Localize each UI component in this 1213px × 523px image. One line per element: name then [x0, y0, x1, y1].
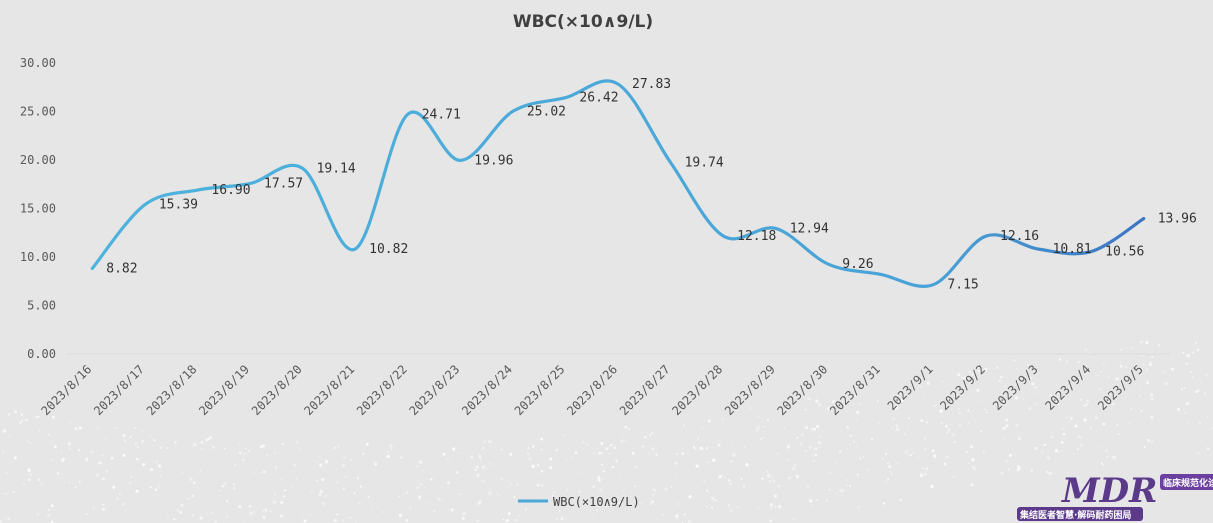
x-tick-label: 2023/8/23: [407, 362, 463, 418]
y-tick-label: 0.00: [27, 347, 56, 361]
x-tick-label: 2023/9/2: [937, 362, 988, 413]
data-labels: 8.82 15.39 16.90 17.57 19.14 10.82 24.71 19.96 2…: [106, 77, 1197, 293]
x-tick-label: 2023/8/25: [512, 362, 568, 418]
data-label: 15.39: [159, 198, 198, 213]
data-label: 10.81: [1053, 242, 1092, 257]
data-label: 8.82: [106, 261, 137, 276]
x-tick-label: 2023/8/21: [301, 362, 357, 418]
x-tick-label: 2023/8/24: [459, 362, 515, 418]
x-tick-label: 2023/9/3: [990, 362, 1041, 413]
x-tick-label: 2023/8/22: [354, 362, 410, 418]
data-label: 19.14: [317, 161, 356, 176]
x-tick-label: 2023/8/29: [722, 362, 778, 418]
data-label: 12.94: [790, 221, 829, 236]
data-label: 16.90: [211, 183, 250, 198]
y-tick-label: 10.00: [20, 250, 56, 264]
x-axis: 2023/8/162023/8/172023/8/182023/8/192023…: [39, 362, 1146, 418]
x-tick-label: 2023/9/5: [1095, 362, 1146, 413]
legend[interactable]: WBC(×10∧9/L): [518, 495, 640, 509]
y-tick-label: 30.00: [20, 56, 56, 70]
x-tick-label: 2023/8/16: [39, 362, 95, 418]
y-tick-label: 25.00: [20, 105, 56, 119]
y-tick-label: 15.00: [20, 202, 56, 216]
x-tick-label: 2023/8/19: [196, 362, 252, 418]
x-tick-label: 2023/8/20: [249, 362, 305, 418]
data-label: 13.96: [1158, 212, 1197, 227]
y-axis: 0.00 5.00 10.00 15.00 20.00 25.00 30.00: [20, 56, 56, 361]
data-label: 12.18: [737, 229, 776, 244]
data-label: 12.16: [1000, 229, 1039, 244]
x-tick-label: 2023/8/30: [775, 362, 831, 418]
logo-mdr: MDR: [1061, 471, 1157, 511]
data-label: 19.96: [474, 153, 513, 168]
data-label: 9.26: [842, 257, 873, 272]
x-tick-label: 2023/8/31: [827, 362, 883, 418]
y-tick-label: 20.00: [20, 153, 56, 167]
x-tick-label: 2023/8/17: [91, 362, 147, 418]
y-tick-label: 5.00: [27, 299, 56, 313]
x-tick-label: 2023/8/27: [617, 362, 673, 418]
data-label: 19.74: [685, 156, 724, 171]
data-label: 10.56: [1105, 245, 1144, 260]
watermark-logo: MDR 临床规范化诊 集结医者智慧·解码耐药困局: [1017, 471, 1213, 521]
x-tick-label: 2023/9/1: [885, 362, 936, 413]
data-label: 27.83: [632, 77, 671, 92]
x-tick-label: 2023/8/18: [144, 362, 200, 418]
logo-slogan: 集结医者智慧·解码耐药困局: [1019, 509, 1131, 521]
data-label: 10.82: [369, 242, 408, 257]
chart-title: WBC(×10∧9/L): [513, 12, 653, 32]
data-label: 17.57: [264, 177, 303, 192]
data-label: 7.15: [947, 278, 978, 293]
legend-label: WBC(×10∧9/L): [553, 495, 640, 509]
data-label: 25.02: [527, 104, 566, 119]
data-label: 24.71: [422, 107, 461, 122]
logo-tag: 临床规范化诊: [1163, 477, 1213, 489]
data-label: 26.42: [579, 91, 618, 106]
x-tick-label: 2023/8/26: [564, 362, 620, 418]
x-tick-label: 2023/8/28: [669, 362, 725, 418]
